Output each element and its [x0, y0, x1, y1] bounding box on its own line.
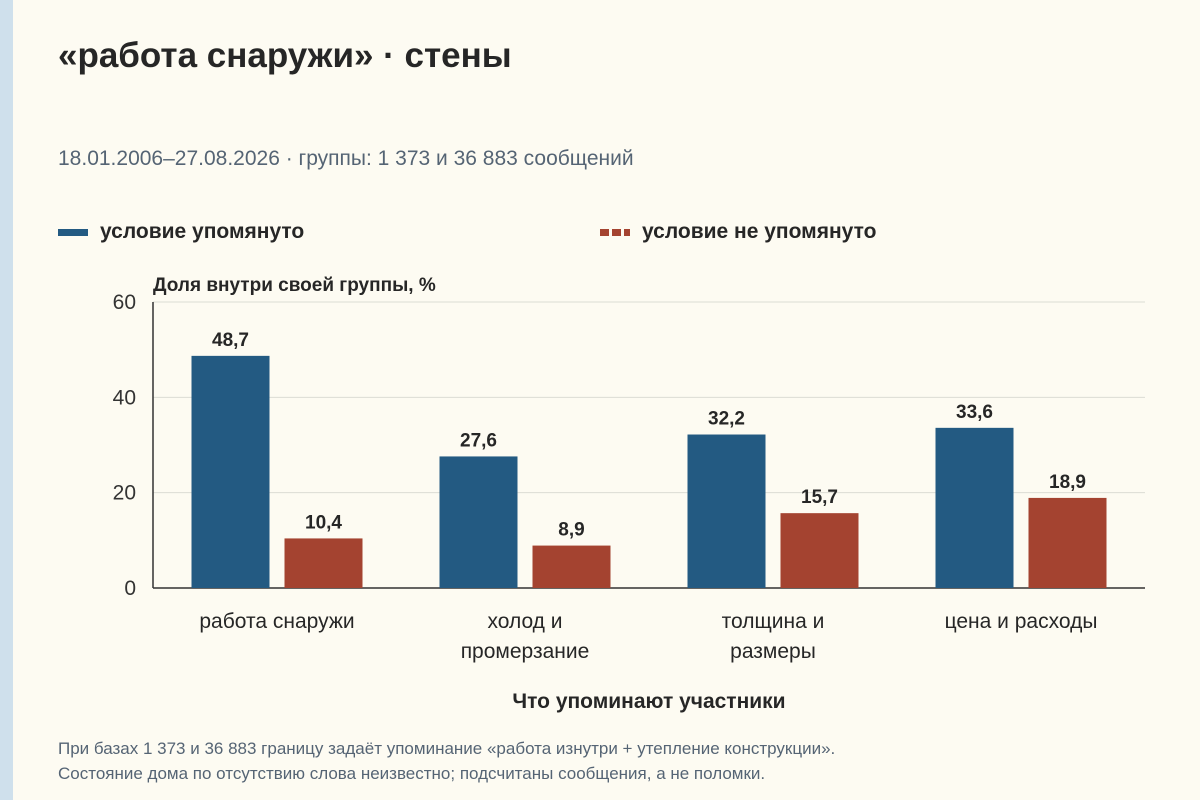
data-label: 18,9	[1049, 472, 1086, 493]
chart-subtitle: 18.01.2006–27.08.2026 · группы: 1 373 и …	[58, 147, 634, 170]
bar	[780, 513, 859, 588]
data-label: 48,7	[212, 330, 249, 351]
legend-label-mentioned: условие упомянуто	[100, 220, 305, 243]
x-axis-title: Что упоминают участники	[512, 690, 785, 713]
bar	[439, 456, 518, 588]
y-tick-label: 60	[113, 291, 136, 314]
chart-title: «работа снаружи» · стены	[58, 36, 512, 75]
data-label: 15,7	[801, 487, 838, 508]
bar	[532, 545, 611, 588]
legend-label-not-mentioned: условие не упомянуто	[642, 220, 877, 243]
x-tick-label: толщина и	[722, 610, 825, 633]
bar	[687, 434, 766, 588]
footnote-line: Состояние дома по отсутствию слова неизв…	[58, 764, 766, 783]
data-label: 8,9	[558, 520, 584, 541]
x-tick-label: цена и расходы	[945, 610, 1098, 633]
footnote: При базах 1 373 и 36 883 границу задаёт …	[58, 736, 835, 786]
x-tick-label: холод и	[487, 610, 562, 633]
x-tick-label: промерзание	[461, 640, 590, 663]
legend-swatch-solid	[58, 228, 88, 236]
y-tick-label: 20	[113, 482, 136, 505]
x-tick-label: размеры	[730, 640, 816, 663]
legend-item-not-mentioned: условие не упомянуто	[600, 220, 876, 244]
footnote-line: При базах 1 373 и 36 883 границу задаёт …	[58, 739, 836, 758]
x-tick-label: работа снаружи	[199, 610, 354, 633]
data-label: 27,6	[460, 430, 497, 451]
side-accent-strip	[0, 0, 13, 800]
bar	[1028, 497, 1107, 588]
bar	[935, 427, 1014, 588]
y-tick-label: 0	[124, 577, 136, 600]
data-label: 10,4	[305, 512, 342, 533]
data-label: 33,6	[956, 402, 993, 423]
y-axis-title: Доля внутри своей группы, %	[153, 275, 436, 296]
y-tick-label: 40	[113, 386, 136, 409]
legend-swatch-dashed	[600, 228, 630, 236]
data-label: 32,2	[708, 409, 745, 430]
bar	[191, 355, 270, 588]
legend-item-mentioned: условие упомянуто	[58, 220, 304, 244]
bar	[284, 538, 363, 588]
